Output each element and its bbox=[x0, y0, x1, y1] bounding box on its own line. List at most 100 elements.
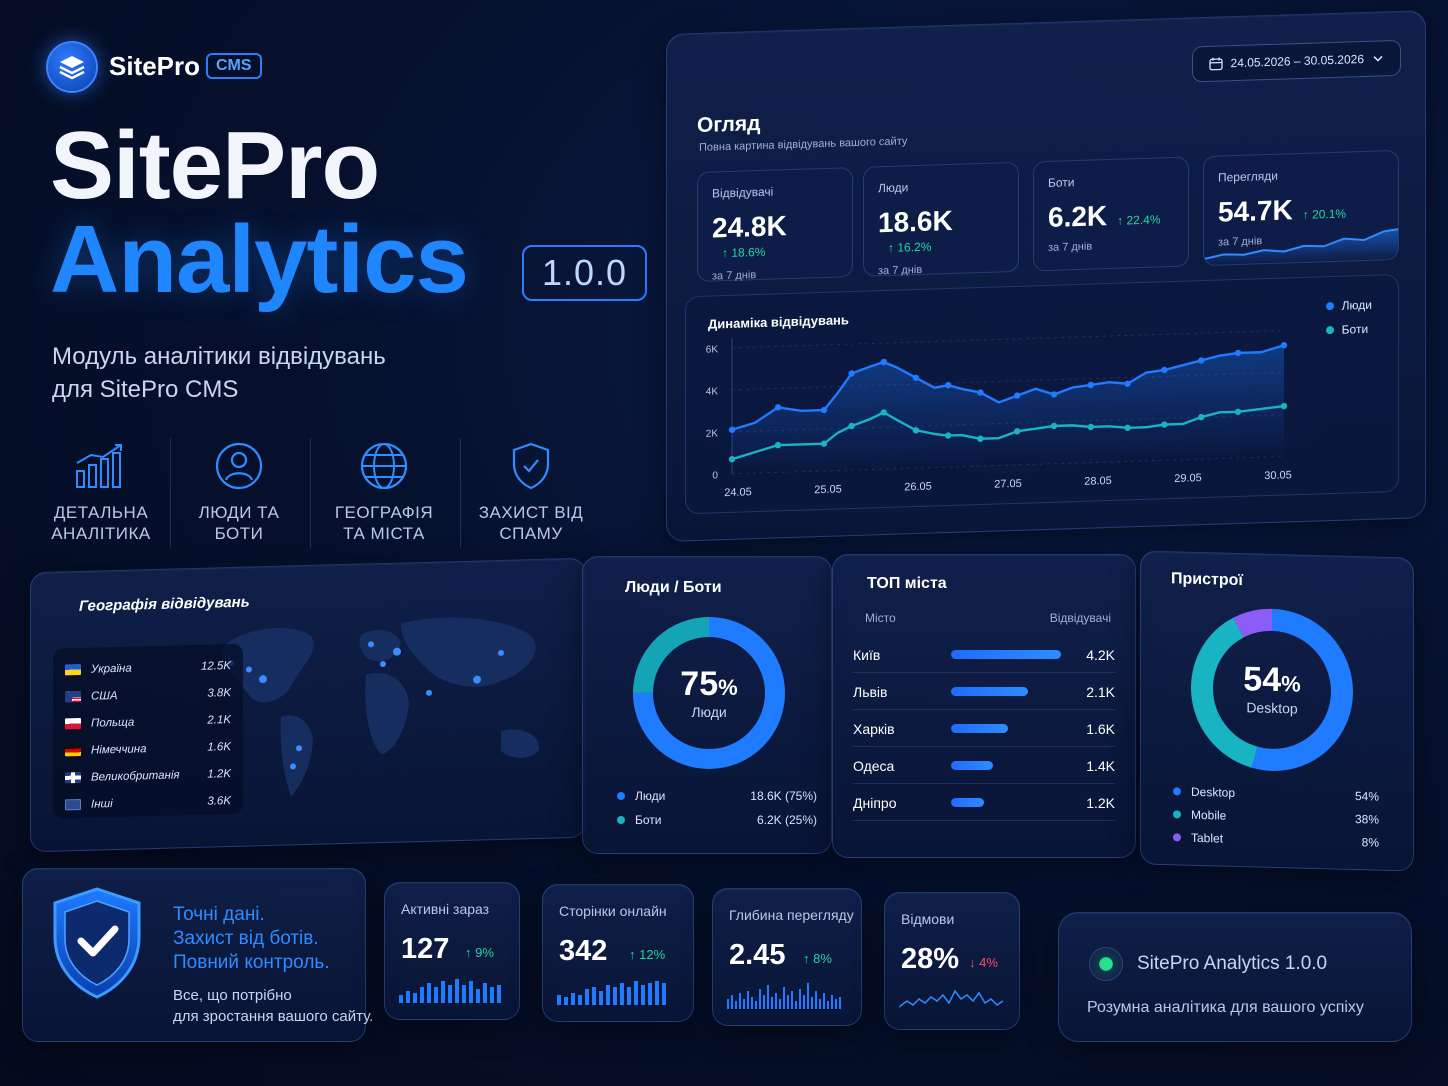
data-point bbox=[820, 440, 828, 447]
legend-row-people: Люди 18.6K (75%) bbox=[617, 789, 817, 803]
product-card: SitePro Analytics 1.0.0 Розумна аналітик… bbox=[1058, 912, 1412, 1042]
data-point bbox=[1050, 422, 1058, 430]
y-tick-label: 0 bbox=[712, 470, 718, 481]
city-row[interactable]: Одеса 1.4K bbox=[853, 748, 1115, 784]
date-range-value: 24.05.2026 – 30.05.2026 bbox=[1230, 52, 1364, 71]
legend-value: 8% bbox=[1361, 835, 1379, 850]
city-row[interactable]: Львів 2.1K bbox=[853, 674, 1115, 710]
country-name: Польща bbox=[91, 716, 135, 730]
data-point bbox=[848, 422, 855, 430]
legend-label: Люди bbox=[635, 789, 666, 803]
grid-line bbox=[732, 372, 1284, 391]
city-value: 1.6K bbox=[1086, 720, 1115, 737]
mini-page-depth[interactable]: Глибина перегляду 2.45 ↑ 8% bbox=[712, 888, 862, 1026]
promo-sub1: Все, що потрібно bbox=[173, 987, 292, 1004]
other-flag-icon bbox=[65, 798, 81, 811]
feature-label-line2: АНАЛІТИКА bbox=[51, 524, 151, 543]
x-tick-label: 24.05 bbox=[724, 486, 752, 499]
kpi-pageviews[interactable]: Перегляди 54.7K ↑ 20.1% за 7 днів bbox=[1203, 149, 1399, 267]
data-point bbox=[774, 441, 782, 449]
germany-flag-icon bbox=[65, 744, 81, 757]
feature-label-line2: ТА МІСТА bbox=[343, 524, 425, 543]
bar-chart-icon bbox=[76, 444, 122, 488]
pageviews-sparkline bbox=[1204, 227, 1399, 266]
center-unit: % bbox=[1281, 671, 1301, 697]
country-name: Україна bbox=[91, 662, 132, 676]
logo-mark bbox=[46, 41, 98, 93]
world-map bbox=[221, 617, 540, 797]
legend-label: Боти bbox=[635, 813, 662, 827]
visits-dynamics-chart: Динаміка відвідувань Люди Боти 0 2K 4K 6K 24… bbox=[685, 273, 1399, 515]
data-point bbox=[1161, 421, 1168, 428]
mini-title: Відмови bbox=[901, 911, 955, 927]
hero-subtitle-line2: для SitePro CMS bbox=[52, 376, 239, 403]
data-point bbox=[1161, 366, 1168, 374]
data-point bbox=[728, 426, 736, 433]
legend-label: Mobile bbox=[1191, 807, 1227, 823]
mini-active-now[interactable]: Активні зараз 127 ↑ 9% bbox=[384, 882, 520, 1020]
data-point bbox=[728, 455, 736, 463]
mini-bounce-rate[interactable]: Відмови 28% ↓ 4% bbox=[884, 892, 1020, 1030]
kpi-visitors[interactable]: Відвідувачі 24.8K↑ 18.6% за 7 днів bbox=[697, 167, 853, 282]
donut-arc-tablet bbox=[1191, 608, 1353, 771]
x-tick-label: 26.05 bbox=[904, 481, 932, 494]
uk-flag-icon bbox=[65, 771, 81, 784]
country-value: 3.6K bbox=[207, 794, 231, 808]
mini-pages-online[interactable]: Сторінки онлайн 342 ↑ 12% bbox=[542, 884, 694, 1022]
mini-bar-chart bbox=[399, 979, 501, 1003]
shield-icon bbox=[512, 442, 550, 490]
legend-dot bbox=[617, 816, 625, 824]
city-row[interactable]: Київ 4.2K bbox=[853, 637, 1115, 673]
data-point bbox=[977, 435, 984, 442]
kpi-delta-value: 16.2% bbox=[897, 239, 932, 255]
country-value: 2.1K bbox=[207, 713, 231, 727]
country-name: Німеччина bbox=[91, 742, 147, 757]
data-point bbox=[1087, 381, 1094, 389]
kpi-value: 6.2K bbox=[1048, 200, 1108, 233]
kpi-bots[interactable]: Боти 6.2K ↑ 22.4% за 7 днів bbox=[1033, 156, 1189, 272]
y-tick-label: 4K bbox=[706, 386, 719, 397]
mini-delta-value: 4% bbox=[979, 955, 998, 970]
country-name: Інші bbox=[91, 797, 113, 811]
kpi-period: за 7 днів bbox=[878, 263, 923, 278]
data-point bbox=[977, 389, 984, 396]
date-range-select[interactable]: 24.05.2026 – 30.05.2026 bbox=[1191, 39, 1401, 83]
kpi-delta: ↑ 16.2% bbox=[888, 239, 932, 255]
mini-title: Сторінки онлайн bbox=[559, 903, 667, 919]
mini-bar-chart bbox=[557, 981, 666, 1005]
product-tagline: Розумна аналітика для вашого успіху bbox=[1087, 999, 1364, 1016]
x-tick-label: 25.05 bbox=[814, 483, 842, 496]
x-tick-label: 28.05 bbox=[1084, 475, 1112, 488]
kpi-delta-value: 20.1% bbox=[1312, 206, 1347, 222]
data-point bbox=[1234, 349, 1242, 357]
ukraine-flag-icon bbox=[65, 663, 81, 676]
status-indicator-icon bbox=[1089, 947, 1123, 981]
hero-title-line1: SitePro bbox=[50, 112, 380, 219]
data-point bbox=[1087, 423, 1094, 431]
mini-delta-value: 12% bbox=[639, 947, 666, 962]
country-list: Україна 12.5K США 3.8K Польща 2.1K Німеччин… bbox=[53, 643, 243, 819]
country-value: 1.6K bbox=[207, 740, 231, 754]
y-tick-label: 2K bbox=[706, 428, 719, 439]
legend-dot bbox=[1173, 810, 1181, 819]
city-row[interactable]: Дніпро 1.2K bbox=[853, 785, 1115, 821]
data-point bbox=[1050, 391, 1058, 398]
kpi-value: 24.8K bbox=[712, 210, 787, 244]
city-value: 4.2K bbox=[1086, 646, 1115, 663]
people-bots-title: Люди / Боти bbox=[625, 579, 722, 596]
brand-name: SitePro bbox=[109, 51, 201, 81]
legend-row-bots: Боти 6.2K (25%) bbox=[617, 813, 817, 827]
kpi-value: 18.6K bbox=[878, 204, 953, 239]
feature-divider bbox=[310, 438, 311, 548]
donut-people-arc bbox=[633, 617, 785, 769]
country-row[interactable]: Інші 3.6K bbox=[65, 787, 231, 818]
legend-value: 38% bbox=[1354, 812, 1379, 827]
layers-icon bbox=[59, 56, 85, 80]
legend-dot bbox=[1173, 833, 1181, 842]
kpi-people[interactable]: Люди 18.6K↑ 16.2% за 7 днів bbox=[863, 161, 1019, 278]
legend-value: 54% bbox=[1354, 789, 1379, 804]
center-value: 54 bbox=[1243, 660, 1282, 700]
version-badge: 1.0.0 bbox=[522, 245, 647, 301]
city-row[interactable]: Харків 1.6K bbox=[853, 711, 1115, 747]
promo-card: Точні дані. Захист від ботів. Повний кон… bbox=[22, 868, 373, 1042]
